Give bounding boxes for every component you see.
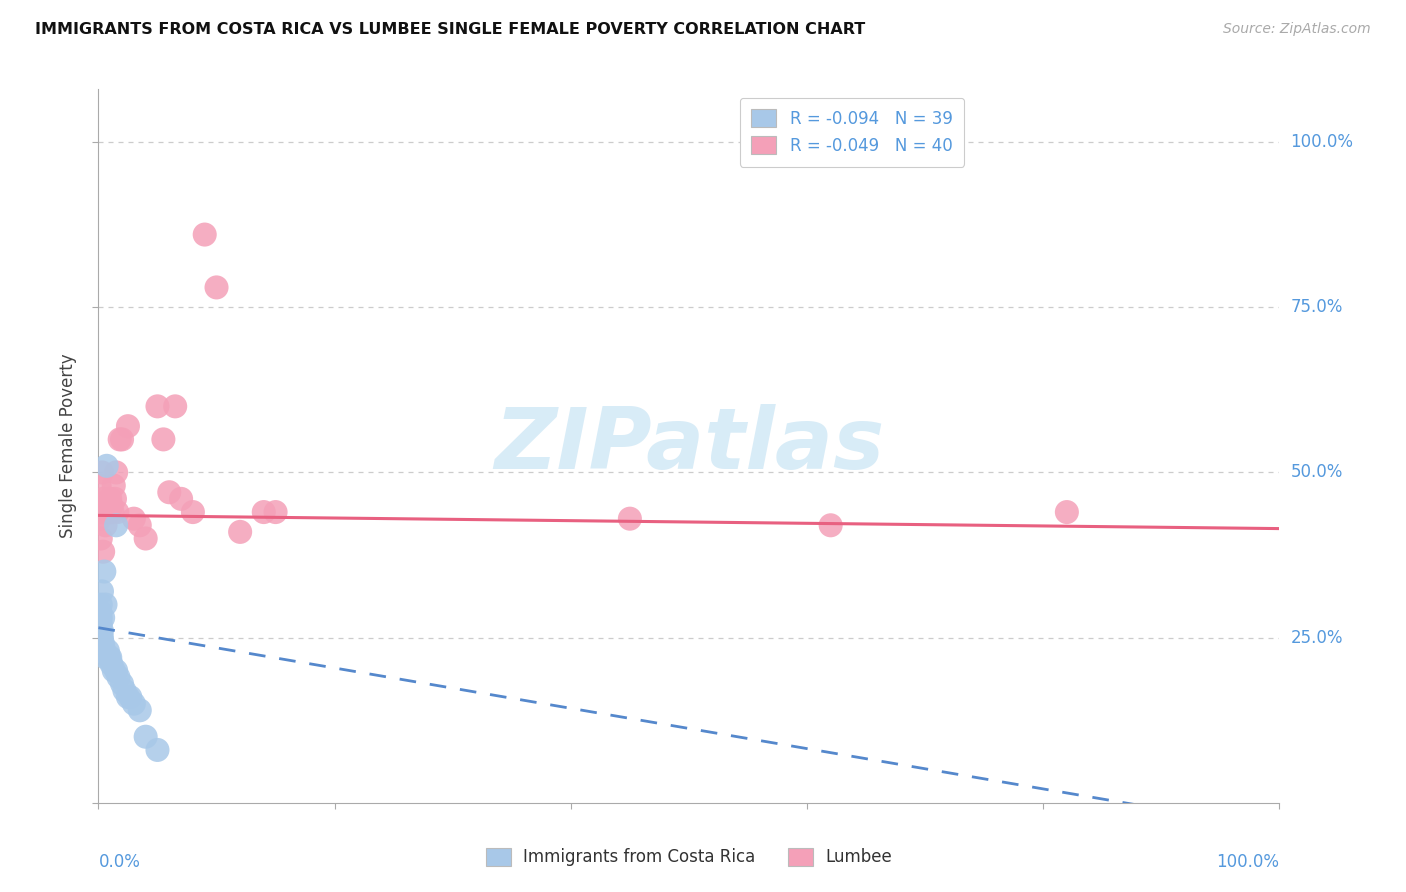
Point xyxy=(205,280,228,294)
Point xyxy=(820,518,842,533)
Point xyxy=(146,743,169,757)
Point xyxy=(94,518,117,533)
Point xyxy=(105,664,128,678)
Point xyxy=(128,703,150,717)
Point xyxy=(91,505,114,519)
Point xyxy=(111,677,134,691)
Point xyxy=(89,478,111,492)
Point xyxy=(135,532,157,546)
Point xyxy=(104,491,127,506)
Point xyxy=(90,499,112,513)
Point xyxy=(1056,505,1078,519)
Point xyxy=(108,433,131,447)
Point xyxy=(91,644,114,658)
Point xyxy=(105,505,128,519)
Point xyxy=(91,491,114,506)
Point xyxy=(105,466,128,480)
Point xyxy=(90,637,112,651)
Point xyxy=(94,650,117,665)
Point xyxy=(229,524,252,539)
Point xyxy=(91,631,114,645)
Text: 25.0%: 25.0% xyxy=(1291,629,1343,647)
Text: ZIPatlas: ZIPatlas xyxy=(494,404,884,488)
Point xyxy=(90,598,112,612)
Text: 50.0%: 50.0% xyxy=(1291,464,1343,482)
Point xyxy=(96,458,118,473)
Point xyxy=(91,637,114,651)
Point xyxy=(103,664,125,678)
Point xyxy=(253,505,276,519)
Point xyxy=(91,545,114,559)
Point xyxy=(98,650,121,665)
Legend: Immigrants from Costa Rica, Lumbee: Immigrants from Costa Rica, Lumbee xyxy=(479,841,898,873)
Point xyxy=(89,624,111,638)
Text: Source: ZipAtlas.com: Source: ZipAtlas.com xyxy=(1223,22,1371,37)
Point xyxy=(98,505,121,519)
Point xyxy=(111,433,134,447)
Point xyxy=(152,433,174,447)
Point xyxy=(135,730,157,744)
Point xyxy=(91,611,114,625)
Point xyxy=(91,466,114,480)
Point xyxy=(89,604,111,618)
Point xyxy=(98,650,121,665)
Point xyxy=(89,511,111,525)
Point xyxy=(97,499,120,513)
Point xyxy=(90,532,112,546)
Text: 100.0%: 100.0% xyxy=(1291,133,1354,151)
Text: 75.0%: 75.0% xyxy=(1291,298,1343,317)
Text: 0.0%: 0.0% xyxy=(98,853,141,871)
Point xyxy=(122,697,145,711)
Point xyxy=(165,400,187,414)
Point xyxy=(90,624,112,638)
Point xyxy=(157,485,180,500)
Point xyxy=(181,505,204,519)
Point xyxy=(120,690,142,704)
Point xyxy=(93,565,115,579)
Point xyxy=(91,637,114,651)
Point xyxy=(103,478,125,492)
Point xyxy=(90,617,112,632)
Point xyxy=(90,611,112,625)
Point xyxy=(89,611,111,625)
Point xyxy=(112,683,135,698)
Text: 100.0%: 100.0% xyxy=(1216,853,1279,871)
Point xyxy=(100,499,122,513)
Point xyxy=(100,657,122,671)
Point xyxy=(89,617,111,632)
Point xyxy=(97,644,120,658)
Point xyxy=(128,518,150,533)
Point xyxy=(98,491,121,506)
Point xyxy=(122,511,145,525)
Point xyxy=(117,419,139,434)
Point xyxy=(89,631,111,645)
Point xyxy=(146,400,169,414)
Point xyxy=(101,505,124,519)
Point xyxy=(619,511,641,525)
Point xyxy=(90,631,112,645)
Point xyxy=(170,491,193,506)
Point xyxy=(94,598,117,612)
Point xyxy=(107,670,129,684)
Text: IMMIGRANTS FROM COSTA RICA VS LUMBEE SINGLE FEMALE POVERTY CORRELATION CHART: IMMIGRANTS FROM COSTA RICA VS LUMBEE SIN… xyxy=(35,22,866,37)
Point xyxy=(93,644,115,658)
Point xyxy=(96,505,118,519)
Point xyxy=(194,227,217,242)
Point xyxy=(91,584,114,599)
Point xyxy=(93,505,115,519)
Point xyxy=(91,624,114,638)
Point xyxy=(105,518,128,533)
Point xyxy=(264,505,287,519)
Y-axis label: Single Female Poverty: Single Female Poverty xyxy=(59,354,77,538)
Point xyxy=(117,690,139,704)
